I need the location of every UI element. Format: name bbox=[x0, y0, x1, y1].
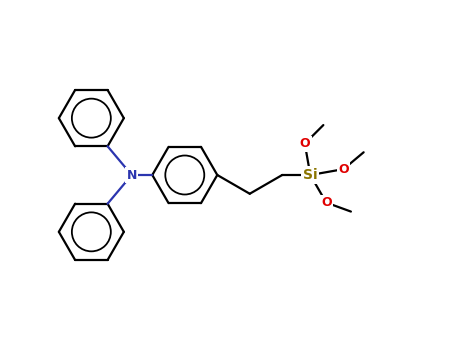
Text: O: O bbox=[299, 137, 310, 150]
Text: N: N bbox=[126, 168, 137, 182]
Text: Si: Si bbox=[303, 168, 318, 182]
Text: O: O bbox=[338, 163, 349, 176]
Text: O: O bbox=[321, 196, 332, 209]
